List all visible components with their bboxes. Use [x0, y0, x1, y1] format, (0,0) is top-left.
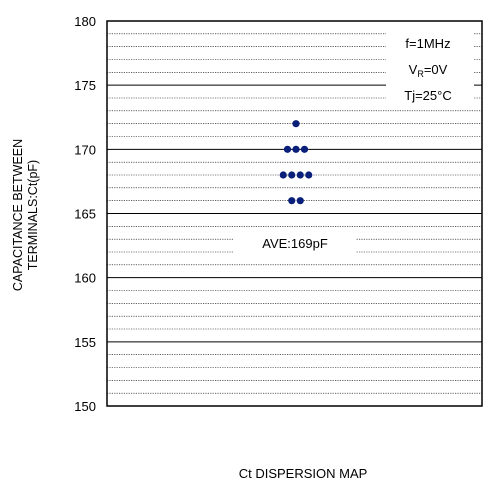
- y-tick-label: 170: [74, 142, 96, 157]
- y-tick-label: 150: [74, 399, 96, 414]
- data-point: [292, 120, 300, 128]
- y-tick-label: 175: [74, 78, 96, 93]
- data-point: [288, 197, 296, 205]
- condition-junction-temperature: Tj=25°C: [404, 88, 451, 103]
- y-tick-label: 160: [74, 271, 96, 286]
- plot-frame: [106, 20, 483, 407]
- y-axis-label-line2: TERMINALS:Ct(pF): [26, 160, 40, 270]
- average-label: AVE:169pF: [262, 236, 328, 251]
- data-points: [279, 120, 313, 205]
- data-point: [288, 171, 296, 179]
- average-label-box: [234, 228, 356, 258]
- data-point: [279, 171, 287, 179]
- data-point: [296, 197, 304, 205]
- data-point: [296, 171, 304, 179]
- data-point: [292, 145, 300, 153]
- data-point: [305, 171, 313, 179]
- data-point: [300, 145, 309, 153]
- conditions-box: [386, 32, 474, 108]
- condition-reverse-voltage: VR=0V: [409, 62, 448, 79]
- x-axis-label: Ct DISPERSION MAP: [239, 466, 368, 481]
- y-tick-label: 180: [74, 14, 96, 29]
- y-tick-label: 155: [74, 335, 96, 350]
- y-axis-label: CAPACITANCE BETWEEN TERMINALS:Ct(pF): [11, 139, 40, 291]
- y-axis-label-line1: CAPACITANCE BETWEEN: [11, 139, 25, 291]
- y-tick-label: 165: [74, 207, 96, 222]
- data-point: [283, 145, 292, 153]
- y-tick-labels: 150 155 160 165 170 175 180: [74, 14, 96, 414]
- condition-frequency: f=1MHz: [405, 36, 450, 51]
